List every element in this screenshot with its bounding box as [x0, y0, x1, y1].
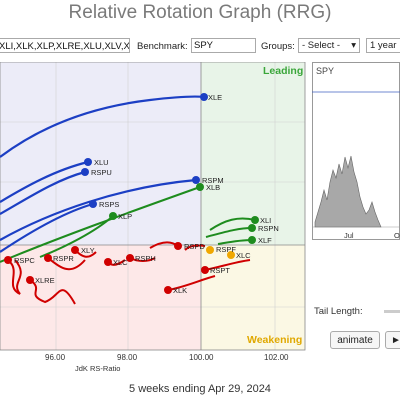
label-xlp: XLP: [118, 212, 132, 221]
tail-xlu: [0, 160, 89, 203]
groups-select-value: - Select -: [302, 40, 341, 51]
chevron-down-icon: ▾: [351, 40, 356, 51]
tail-xle: [0, 95, 206, 158]
x-tick-100: 100.00: [189, 353, 214, 362]
label-rspt: RSPT: [210, 266, 230, 275]
tail-length-slider[interactable]: [384, 310, 400, 313]
tail-rsps: [0, 202, 94, 253]
quadrant-label-weakening: Weakening: [247, 334, 302, 346]
period-select[interactable]: 1 year: [366, 38, 400, 53]
quadrant-weakening: [201, 245, 305, 350]
label-rsps: RSPS: [99, 200, 119, 209]
x-tick-96: 96.00: [45, 353, 66, 362]
label-xly: XLY: [81, 246, 95, 255]
tickers-input[interactable]: XLI,XLK,XLP,XLRE,XLU,XLV,XL: [0, 38, 130, 53]
tail-rspm: [0, 178, 197, 241]
label-rspr: RSPR: [53, 254, 74, 263]
label-rspn: RSPN: [258, 224, 279, 233]
spy-title: SPY: [316, 66, 334, 76]
play-icon: ►: [391, 335, 400, 346]
tail-xlk: [167, 275, 216, 291]
label-rspc: RSPC: [14, 256, 35, 265]
label-rspm: RSPM: [202, 176, 224, 185]
label-xlf: XLF: [258, 236, 272, 245]
tail-xli: [209, 217, 256, 231]
label-rsph: RSPH: [135, 254, 156, 263]
x-tick-98: 98.00: [117, 353, 138, 362]
tail-xlp: [39, 215, 114, 258]
groups-label: Groups:: [261, 41, 295, 52]
rrg-chart: Leading Weakening: [0, 62, 306, 373]
label-xlu: XLU: [94, 158, 109, 167]
quadrant-lagging: [0, 245, 201, 350]
animate-button[interactable]: animate: [330, 331, 380, 349]
benchmark-input[interactable]: SPY: [191, 38, 256, 53]
label-rspd: RSPD: [184, 242, 205, 251]
label-rspu: RSPU: [91, 168, 112, 177]
quadrant-leading: [201, 62, 305, 245]
tail-xlre: [29, 279, 76, 305]
tail-length-label: Tail Length:: [314, 306, 363, 317]
x-tick-102: 102.00: [264, 353, 289, 362]
quadrant-improving: [0, 62, 201, 245]
quadrant-label-leading: Leading: [263, 65, 303, 77]
tail-rspc: [9, 259, 22, 295]
page-title: Relative Rotation Graph (RRG): [68, 2, 332, 23]
tail-xlb: [0, 186, 201, 263]
label-xle: XLE: [208, 93, 222, 102]
play-button[interactable]: ►: [385, 331, 400, 349]
controls-bar: XLI,XLK,XLP,XLRE,XLU,XLV,XL Benchmark: S…: [0, 37, 400, 57]
x-axis-label: JdK RS-Ratio: [75, 364, 120, 373]
label-xlc: XLC: [113, 258, 128, 267]
label-xli: XLI: [260, 216, 271, 225]
period-caption: 5 weeks ending Apr 29, 2024: [129, 383, 271, 395]
label-xlk: XLK: [173, 286, 187, 295]
label-xlb: XLB: [206, 183, 220, 192]
tail-rspf: [184, 244, 206, 251]
tail-rspu: [0, 170, 86, 215]
spy-chart: SPY Jul O: [312, 62, 400, 240]
period-select-value: 1 year: [370, 40, 397, 51]
spy-tick-o: O: [394, 231, 400, 240]
label-xlre: XLRE: [35, 276, 55, 285]
spy-tick-jul: Jul: [344, 231, 354, 240]
label-xlc-orange: XLC: [236, 251, 251, 260]
benchmark-label: Benchmark:: [137, 41, 188, 52]
groups-select[interactable]: - Select - ▾: [298, 38, 360, 53]
label-rspf: RSPF: [216, 245, 236, 254]
